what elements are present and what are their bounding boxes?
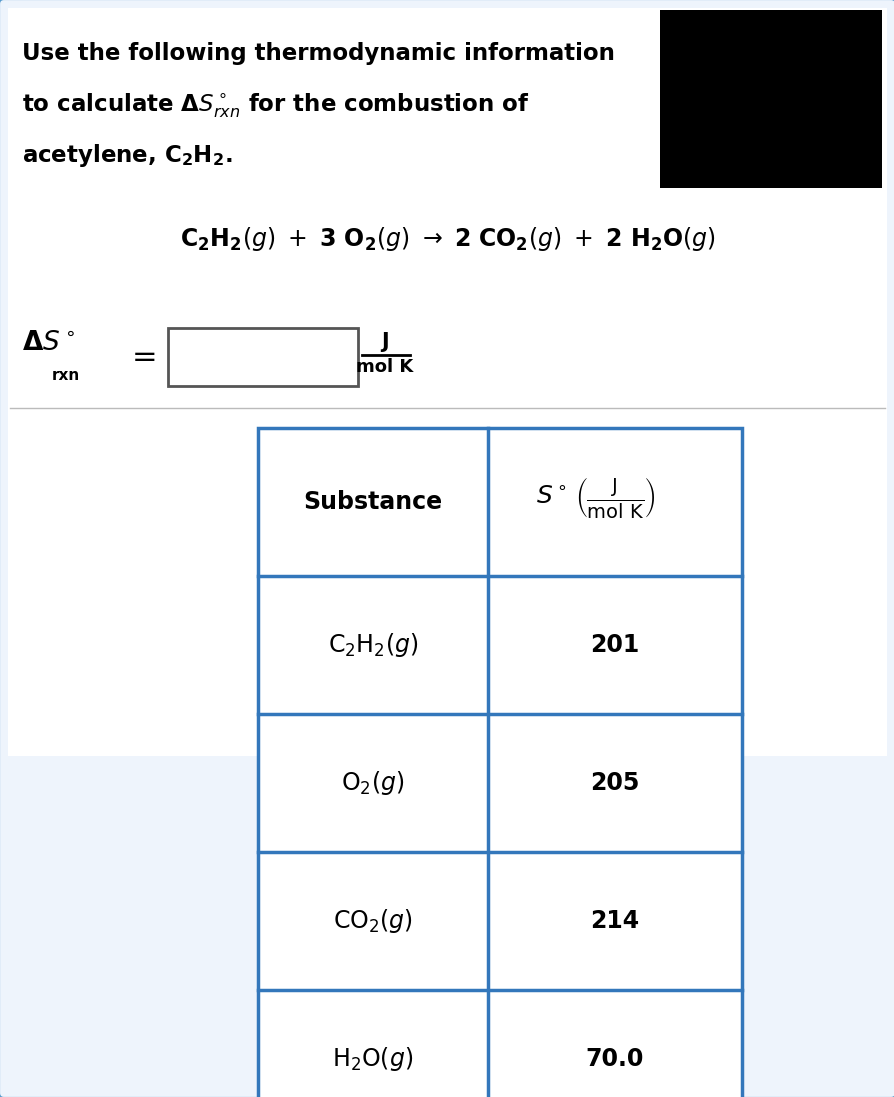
Text: Use the following thermodynamic information: Use the following thermodynamic informat…	[22, 42, 614, 65]
Text: rxn: rxn	[52, 367, 80, 383]
Text: $\mathbf{C_2H_2}(g)\ +\ \mathbf{3\ O_2}(g)\ \rightarrow\ \mathbf{2\ CO_2}(g)\ +\: $\mathbf{C_2H_2}(g)\ +\ \mathbf{3\ O_2}(…	[180, 225, 715, 253]
Text: $\mathrm{C_2H_2}(g)$: $\mathrm{C_2H_2}(g)$	[327, 631, 417, 659]
Text: acetylene, $\mathbf{C_2H_2}$.: acetylene, $\mathbf{C_2H_2}$.	[22, 142, 232, 169]
Text: mol K: mol K	[356, 358, 413, 376]
Bar	[659, 10, 881, 188]
Text: to calculate $\mathbf{\Delta} S^\circ_{\mathit{rxn}}$ for the combustion of: to calculate $\mathbf{\Delta} S^\circ_{\…	[22, 92, 529, 121]
Text: 205: 205	[590, 771, 639, 795]
Text: 70.0: 70.0	[586, 1047, 644, 1071]
Bar	[168, 328, 358, 386]
Text: $\mathrm{H_2O}(g)$: $\mathrm{H_2O}(g)$	[332, 1045, 413, 1073]
Text: $\mathbf{\Delta} S^\circ$: $\mathbf{\Delta} S^\circ$	[22, 330, 75, 357]
Text: $\left(\dfrac{\mathrm{J}}{\mathrm{mol\ K}}\right)$: $\left(\dfrac{\mathrm{J}}{\mathrm{mol\ K…	[574, 475, 655, 520]
Text: Substance: Substance	[303, 490, 442, 514]
Text: $\mathrm{CO_2}(g)$: $\mathrm{CO_2}(g)$	[333, 907, 412, 935]
Text: =: =	[131, 343, 157, 372]
Text: $\mathrm{O_2}(g)$: $\mathrm{O_2}(g)$	[341, 769, 404, 798]
Text: 214: 214	[590, 909, 639, 934]
Bar	[257, 428, 741, 1097]
Bar	[8, 8, 886, 756]
Text: J: J	[381, 332, 388, 352]
Text: $S^\circ$: $S^\circ$	[536, 485, 567, 509]
Text: 201: 201	[590, 633, 639, 657]
